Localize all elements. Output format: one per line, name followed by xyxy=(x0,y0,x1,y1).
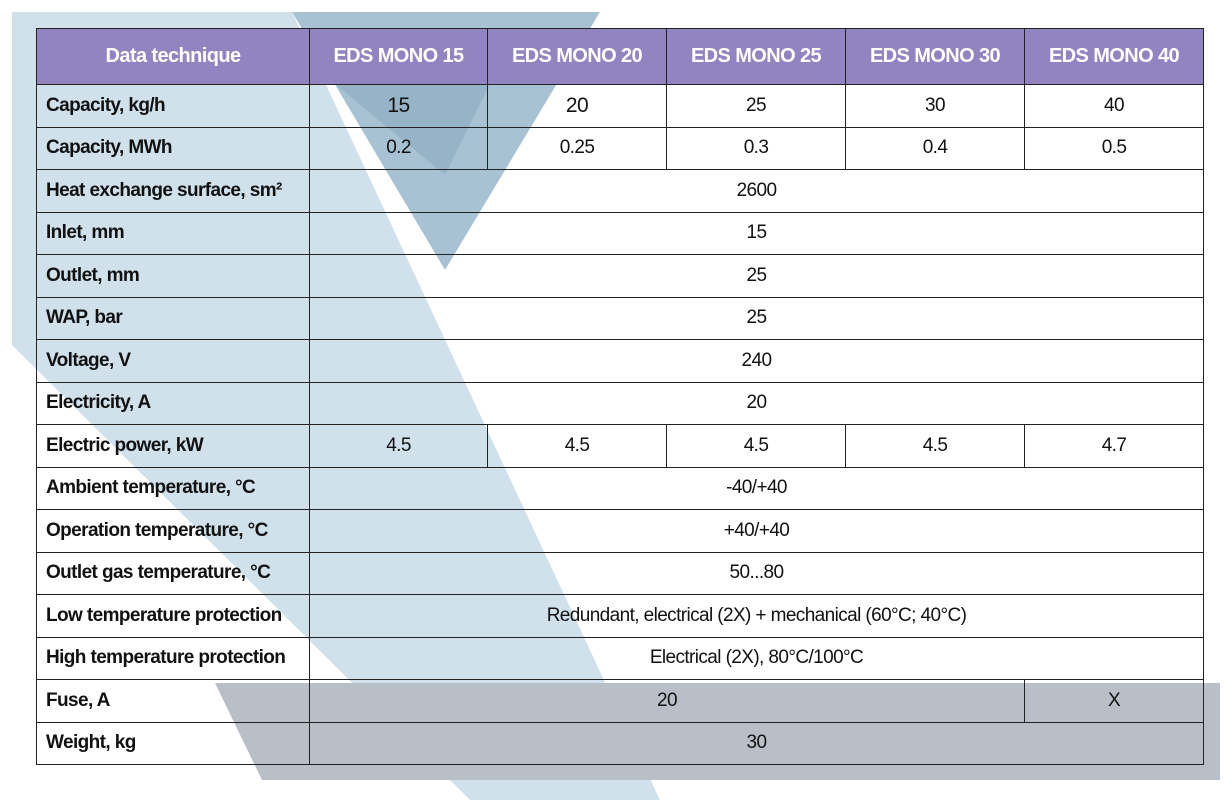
row-label: Electricity, A xyxy=(36,381,310,425)
table-cell: 4.5 xyxy=(666,424,846,468)
table-row: Electricity, A 20 xyxy=(36,381,1204,425)
table-cell: 25 xyxy=(666,84,846,128)
table-row: Outlet gas temperature, °C 50...80 xyxy=(36,551,1204,595)
table-row: Capacity, kg/h 15 20 25 30 40 xyxy=(36,84,1204,128)
table-row: Weight, kg 30 xyxy=(36,721,1204,765)
table-cell: 4.5 xyxy=(845,424,1025,468)
row-label: Weight, kg xyxy=(36,721,310,765)
table-cell: Electrical (2X), 80°C/100°C xyxy=(309,636,1204,680)
table-row: Voltage, V 240 xyxy=(36,339,1204,383)
row-label: Outlet, mm xyxy=(36,254,310,298)
table-row: Fuse, A 20 X xyxy=(36,679,1204,723)
table-cell: 0.25 xyxy=(487,126,667,170)
table-row: WAP, bar 25 xyxy=(36,296,1204,340)
table-cell: 0.4 xyxy=(845,126,1025,170)
table-row: Heat exchange surface, sm² 2600 xyxy=(36,169,1204,213)
table-cell: 25 xyxy=(309,296,1204,340)
header-model-cell: EDS MONO 20 xyxy=(487,28,667,85)
row-label: Capacity, kg/h xyxy=(36,84,310,128)
row-label: Electric power, kW xyxy=(36,424,310,468)
table-cell: -40/+40 xyxy=(309,466,1204,510)
row-label: Fuse, A xyxy=(36,679,310,723)
row-label: Heat exchange surface, sm² xyxy=(36,169,310,213)
table-cell: 40 xyxy=(1024,84,1204,128)
table-cell: 15 xyxy=(309,84,488,128)
header-model-cell: EDS MONO 40 xyxy=(1024,28,1204,85)
header-label-cell: Data technique xyxy=(36,28,310,85)
table-cell: 30 xyxy=(309,721,1204,765)
table-cell: 0.2 xyxy=(309,126,488,170)
technical-data-table: Data technique EDS MONO 15 EDS MONO 20 E… xyxy=(36,28,1204,765)
row-label: Capacity, MWh xyxy=(36,126,310,170)
table-cell: X xyxy=(1024,679,1204,723)
row-label: Outlet gas temperature, °C xyxy=(36,551,310,595)
table-row: Capacity, MWh 0.2 0.25 0.3 0.4 0.5 xyxy=(36,126,1204,170)
table-cell: 20 xyxy=(309,679,1025,723)
table-header-row: Data technique EDS MONO 15 EDS MONO 20 E… xyxy=(36,28,1204,85)
table-cell: 0.5 xyxy=(1024,126,1204,170)
table-row: High temperature protection Electrical (… xyxy=(36,636,1204,680)
table-row: Outlet, mm 25 xyxy=(36,254,1204,298)
table-cell: 4.5 xyxy=(487,424,667,468)
header-model-cell: EDS MONO 15 xyxy=(309,28,488,85)
table-cell: 30 xyxy=(845,84,1025,128)
table-row: Operation temperature, °C +40/+40 xyxy=(36,509,1204,553)
table-cell: 4.5 xyxy=(309,424,488,468)
header-model-cell: EDS MONO 25 xyxy=(666,28,846,85)
table-cell: Redundant, electrical (2X) + mechanical … xyxy=(309,594,1204,638)
table-row: Ambient temperature, °C -40/+40 xyxy=(36,466,1204,510)
table-cell: 2600 xyxy=(309,169,1204,213)
row-label: Voltage, V xyxy=(36,339,310,383)
table-cell: 25 xyxy=(309,254,1204,298)
table-cell: 0.3 xyxy=(666,126,846,170)
table-row: Low temperature protection Redundant, el… xyxy=(36,594,1204,638)
row-label: Inlet, mm xyxy=(36,211,310,255)
header-model-cell: EDS MONO 30 xyxy=(845,28,1025,85)
row-label: WAP, bar xyxy=(36,296,310,340)
table-row: Inlet, mm 15 xyxy=(36,211,1204,255)
table-cell: 20 xyxy=(309,381,1204,425)
row-label: Low temperature protection xyxy=(36,594,310,638)
table-row: Electric power, kW 4.5 4.5 4.5 4.5 4.7 xyxy=(36,424,1204,468)
table-cell: 15 xyxy=(309,211,1204,255)
row-label: High temperature protection xyxy=(36,636,310,680)
row-label: Ambient temperature, °C xyxy=(36,466,310,510)
table-cell: 20 xyxy=(487,84,667,128)
row-label: Operation temperature, °C xyxy=(36,509,310,553)
table-cell: 240 xyxy=(309,339,1204,383)
table-cell: +40/+40 xyxy=(309,509,1204,553)
table-cell: 50...80 xyxy=(309,551,1204,595)
table-cell: 4.7 xyxy=(1024,424,1204,468)
